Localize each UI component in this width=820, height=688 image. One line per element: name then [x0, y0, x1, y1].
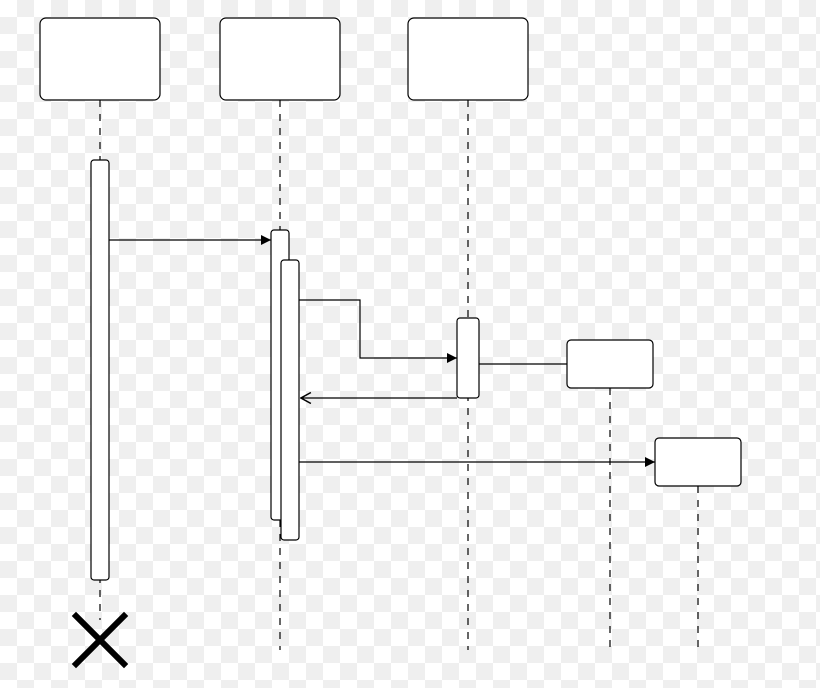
message-m2	[299, 300, 457, 358]
participant-heads-layer	[40, 18, 741, 486]
activation-a2b	[281, 260, 299, 540]
created-participant-p5	[655, 438, 741, 486]
participant-head-p2	[220, 18, 340, 100]
created-participant-p4	[567, 340, 653, 388]
activation-a1	[91, 160, 109, 580]
participant-head-p3	[408, 18, 528, 100]
activations-layer	[91, 160, 479, 580]
sequence-diagram	[0, 0, 820, 688]
participant-head-p1	[40, 18, 160, 100]
activation-a3	[457, 318, 479, 398]
destroy-layer	[76, 616, 124, 664]
